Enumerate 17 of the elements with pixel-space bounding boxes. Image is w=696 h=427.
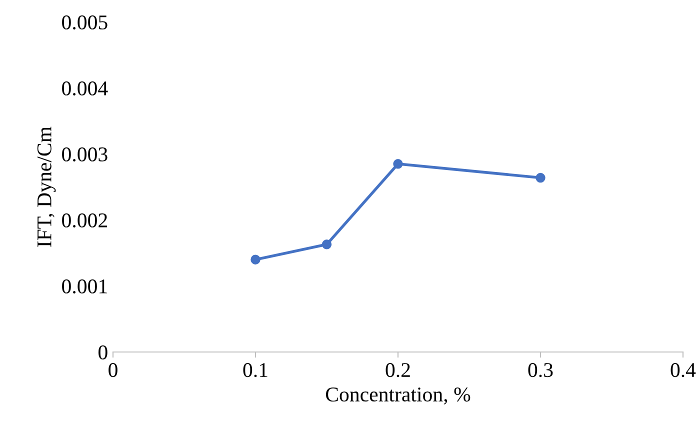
y-tick-label: 0.005: [62, 15, 108, 30]
x-axis-title: Concentration, %: [326, 387, 470, 405]
x-tick-label: 0.3: [528, 363, 553, 378]
y-tick-label: 0: [98, 345, 108, 360]
point: [322, 240, 332, 250]
y-tick-label: 0.004: [62, 81, 108, 96]
point: [250, 254, 260, 264]
y-tick-label: 0.001: [62, 279, 107, 294]
y-axis-title: IFT, Dyne/Cm: [37, 126, 56, 247]
x-tick-label: 0: [108, 363, 118, 378]
y-tick-label: 0.003: [62, 147, 108, 162]
y-tick-label: 0.002: [62, 213, 107, 228]
x-tick-label: 0.1: [243, 363, 268, 378]
point: [536, 172, 546, 183]
point: [393, 159, 403, 169]
x-tick-label: 0.2: [386, 363, 410, 378]
x-tick-label: 0.4: [670, 363, 696, 378]
